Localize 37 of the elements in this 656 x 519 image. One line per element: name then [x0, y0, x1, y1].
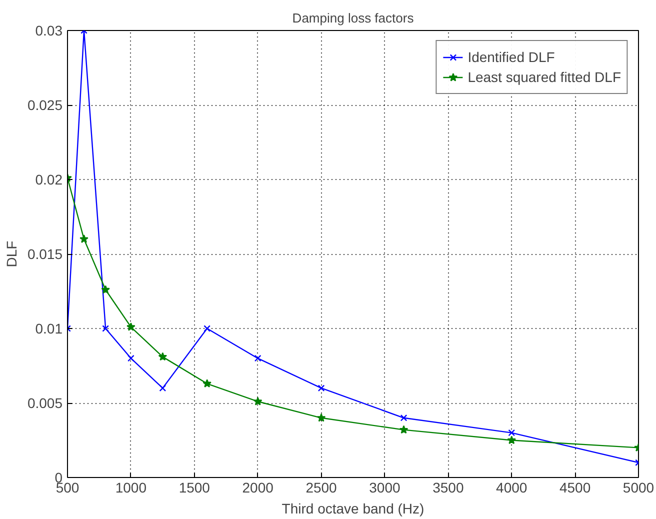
x-tick-label: 4500 — [559, 480, 591, 496]
point — [80, 234, 88, 243]
point — [159, 384, 166, 392]
point — [318, 384, 325, 392]
x-tick-label: 1500 — [178, 480, 210, 496]
y-tick-label: 0.005 — [27, 395, 63, 411]
x-tick-label: 5000 — [622, 480, 654, 496]
point — [202, 379, 212, 388]
y-tick-label: 0.015 — [27, 246, 63, 262]
y-tick-label: 0.025 — [27, 97, 63, 113]
point — [508, 429, 516, 436]
point — [158, 352, 168, 361]
x-tick-label: 3000 — [369, 480, 401, 496]
point — [126, 322, 136, 331]
point — [507, 436, 516, 444]
chart-title: Damping loss factors — [292, 10, 414, 26]
x-tick-label: 1000 — [115, 480, 147, 496]
point — [253, 396, 262, 406]
point — [102, 325, 109, 332]
point — [101, 285, 110, 294]
legend-label: Least squared fitted DLF — [468, 69, 621, 85]
y-tick-label: 0.03 — [35, 22, 63, 38]
point — [128, 354, 134, 362]
point — [204, 325, 211, 332]
point — [254, 354, 262, 362]
point — [316, 413, 326, 422]
x-tick-label: 3500 — [432, 480, 464, 496]
point — [399, 425, 408, 434]
point — [400, 414, 408, 422]
y-tick-label: 0.01 — [35, 320, 63, 336]
legend-label: Identified DLF — [468, 49, 555, 65]
x-tick-label: 2500 — [306, 480, 338, 496]
x-tick-label: 4000 — [496, 480, 528, 496]
y-axis-title: DLF — [3, 240, 20, 268]
x-tick-label: 2000 — [242, 480, 274, 496]
y-tick-label: 0.02 — [35, 172, 63, 188]
x-axis-title: Third octave band (Hz) — [282, 500, 424, 516]
